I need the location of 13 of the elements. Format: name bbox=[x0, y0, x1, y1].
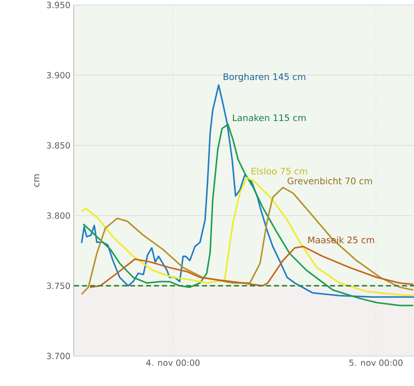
y-tick-label: 3.700 bbox=[46, 352, 70, 360]
series-label: Borgharen 145 cm bbox=[224, 73, 306, 82]
y-tick-label: 3.750 bbox=[46, 282, 70, 290]
y-tick-label: 3.900 bbox=[46, 72, 70, 78]
x-tick-label: 4. nov 00:00 bbox=[146, 360, 200, 366]
x-tick-label: 5. nov 00:00 bbox=[349, 360, 403, 366]
series-label: Grevenbicht 70 cm bbox=[288, 177, 372, 184]
series-label: Lanaken 115 cm bbox=[233, 114, 306, 122]
y-axis-title: cm bbox=[34, 174, 40, 187]
series-label: Elsloo 75 cm bbox=[252, 168, 308, 174]
y-tick-label: 3.800 bbox=[46, 212, 70, 219]
y-tick-label: 3.850 bbox=[46, 142, 70, 149]
y-tick-label: 3.950 bbox=[46, 2, 70, 8]
